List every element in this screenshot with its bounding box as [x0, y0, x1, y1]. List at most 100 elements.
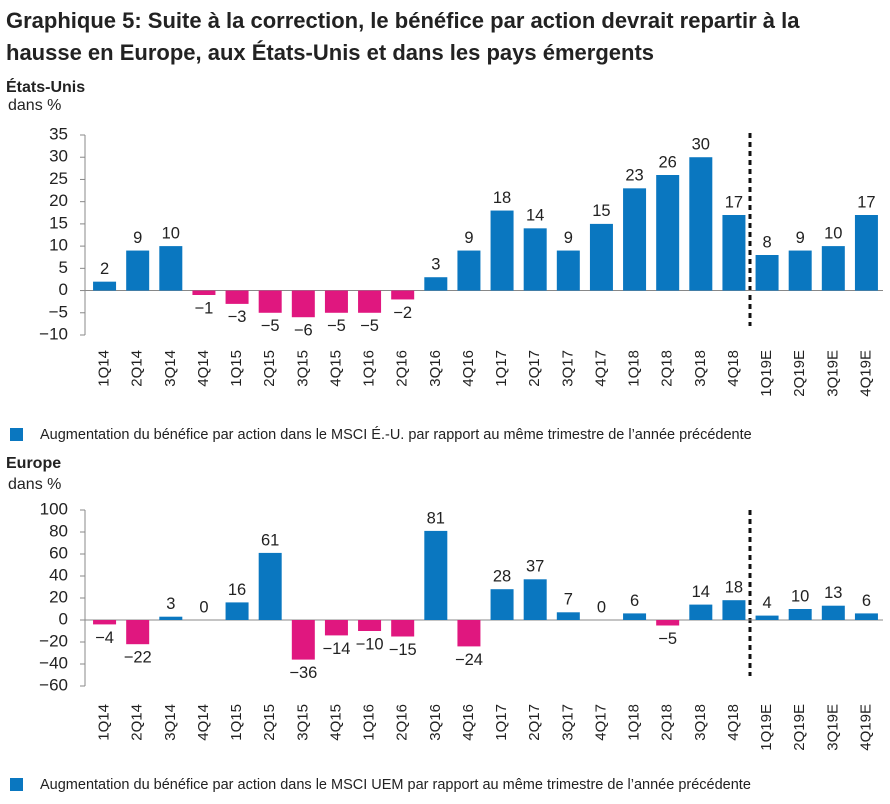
y-tick-label: 25: [49, 169, 68, 188]
bar: [324, 290, 348, 313]
value-label: 17: [857, 193, 875, 211]
value-label: 7: [564, 591, 573, 609]
value-label: 10: [824, 224, 842, 242]
x-tick-label: 1Q15: [228, 350, 245, 387]
x-tick-label: 4Q14: [195, 704, 212, 741]
value-label: 28: [493, 568, 511, 586]
value-label: 16: [228, 581, 246, 599]
x-tick-label: 4Q19E: [857, 704, 874, 751]
x-tick-label: 2Q18: [659, 350, 676, 387]
bar: [126, 620, 150, 645]
x-tick-label: 1Q19E: [758, 704, 775, 751]
value-label: 61: [261, 531, 279, 549]
value-label: 0: [199, 598, 208, 616]
bar: [159, 246, 183, 291]
x-tick-label: 2Q16: [394, 704, 411, 741]
x-tick-label: 1Q16: [361, 704, 378, 741]
bar: [93, 620, 117, 625]
value-label: 15: [592, 202, 610, 220]
x-tick-label: 3Q17: [559, 350, 576, 387]
y-tick-label: −40: [39, 653, 68, 672]
bar: [722, 215, 746, 291]
value-label: 81: [427, 509, 445, 527]
bar: [391, 290, 415, 300]
bar: [424, 530, 448, 620]
x-tick-label: 1Q18: [626, 350, 643, 387]
value-label: −22: [124, 649, 152, 667]
bar: [689, 157, 713, 291]
bar: [656, 175, 680, 291]
x-tick-label: 3Q19E: [824, 704, 841, 751]
x-tick-label: 3Q16: [427, 704, 444, 741]
value-label: −36: [289, 664, 317, 682]
y-tick-label: 80: [49, 521, 68, 540]
panel-title: États-Unis: [6, 77, 85, 96]
value-label: 14: [692, 583, 710, 601]
x-tick-label: 1Q14: [96, 704, 113, 741]
value-label: 6: [862, 592, 871, 610]
y-tick-label: 5: [59, 258, 68, 277]
bar: [93, 281, 117, 291]
bar: [258, 552, 282, 620]
value-label: 4: [762, 594, 771, 612]
bar: [788, 609, 812, 620]
value-label: 10: [162, 224, 180, 242]
legend-label: Augmentation du bénéfice par action dans…: [40, 426, 752, 443]
value-label: −1: [195, 299, 214, 317]
bar: [523, 579, 547, 620]
x-tick-label: 3Q17: [559, 704, 576, 741]
bar: [722, 600, 746, 620]
bar: [556, 612, 580, 620]
value-label: 8: [762, 233, 771, 251]
bar: [324, 620, 348, 636]
bar: [225, 602, 249, 620]
x-tick-label: 3Q15: [294, 704, 311, 741]
y-tick-label: 20: [49, 191, 68, 210]
value-label: −4: [95, 629, 114, 647]
bar: [689, 604, 713, 620]
value-label: 9: [133, 229, 142, 247]
bar: [358, 290, 382, 313]
bar: [623, 613, 647, 620]
value-label: −3: [228, 308, 247, 326]
x-tick-label: 4Q19E: [857, 350, 874, 397]
x-tick-label: 4Q14: [195, 350, 212, 387]
value-label: −14: [322, 640, 350, 658]
x-tick-label: 3Q18: [692, 704, 709, 741]
x-tick-label: 3Q18: [692, 350, 709, 387]
x-tick-label: 4Q16: [460, 350, 477, 387]
x-tick-label: 2Q19E: [791, 704, 808, 751]
bar: [457, 250, 481, 291]
value-label: 17: [725, 193, 743, 211]
y-tick-label: 60: [49, 543, 68, 562]
bar: [126, 250, 150, 291]
y-tick-label: 0: [59, 280, 68, 299]
x-tick-label: 3Q14: [162, 704, 179, 741]
x-tick-label: 2Q15: [261, 704, 278, 741]
x-tick-label: 1Q15: [228, 704, 245, 741]
x-tick-label: 1Q17: [493, 704, 510, 741]
value-label: 37: [526, 558, 544, 576]
y-tick-label: −5: [49, 302, 68, 321]
value-label: 30: [692, 136, 710, 154]
y-tick-label: 0: [59, 609, 68, 628]
value-label: 13: [824, 584, 842, 602]
panel-title: Europe: [6, 455, 61, 472]
x-tick-label: 1Q16: [361, 350, 378, 387]
x-tick-label: 1Q17: [493, 350, 510, 387]
y-tick-label: 15: [49, 213, 68, 232]
x-tick-label: 4Q18: [725, 704, 742, 741]
value-label: 26: [659, 153, 677, 171]
bar: [623, 188, 647, 291]
x-tick-label: 3Q19E: [824, 350, 841, 397]
y-tick-label: −60: [39, 675, 68, 694]
bar: [291, 620, 315, 660]
chart-title: Graphique 5: Suite à la correction, le b…: [6, 8, 800, 33]
value-label: 2: [100, 260, 109, 278]
value-label: −2: [393, 304, 412, 322]
y-axis-label: dans %: [8, 476, 61, 493]
y-tick-label: 20: [49, 587, 68, 606]
value-label: 18: [725, 579, 743, 597]
value-label: 14: [526, 207, 544, 225]
